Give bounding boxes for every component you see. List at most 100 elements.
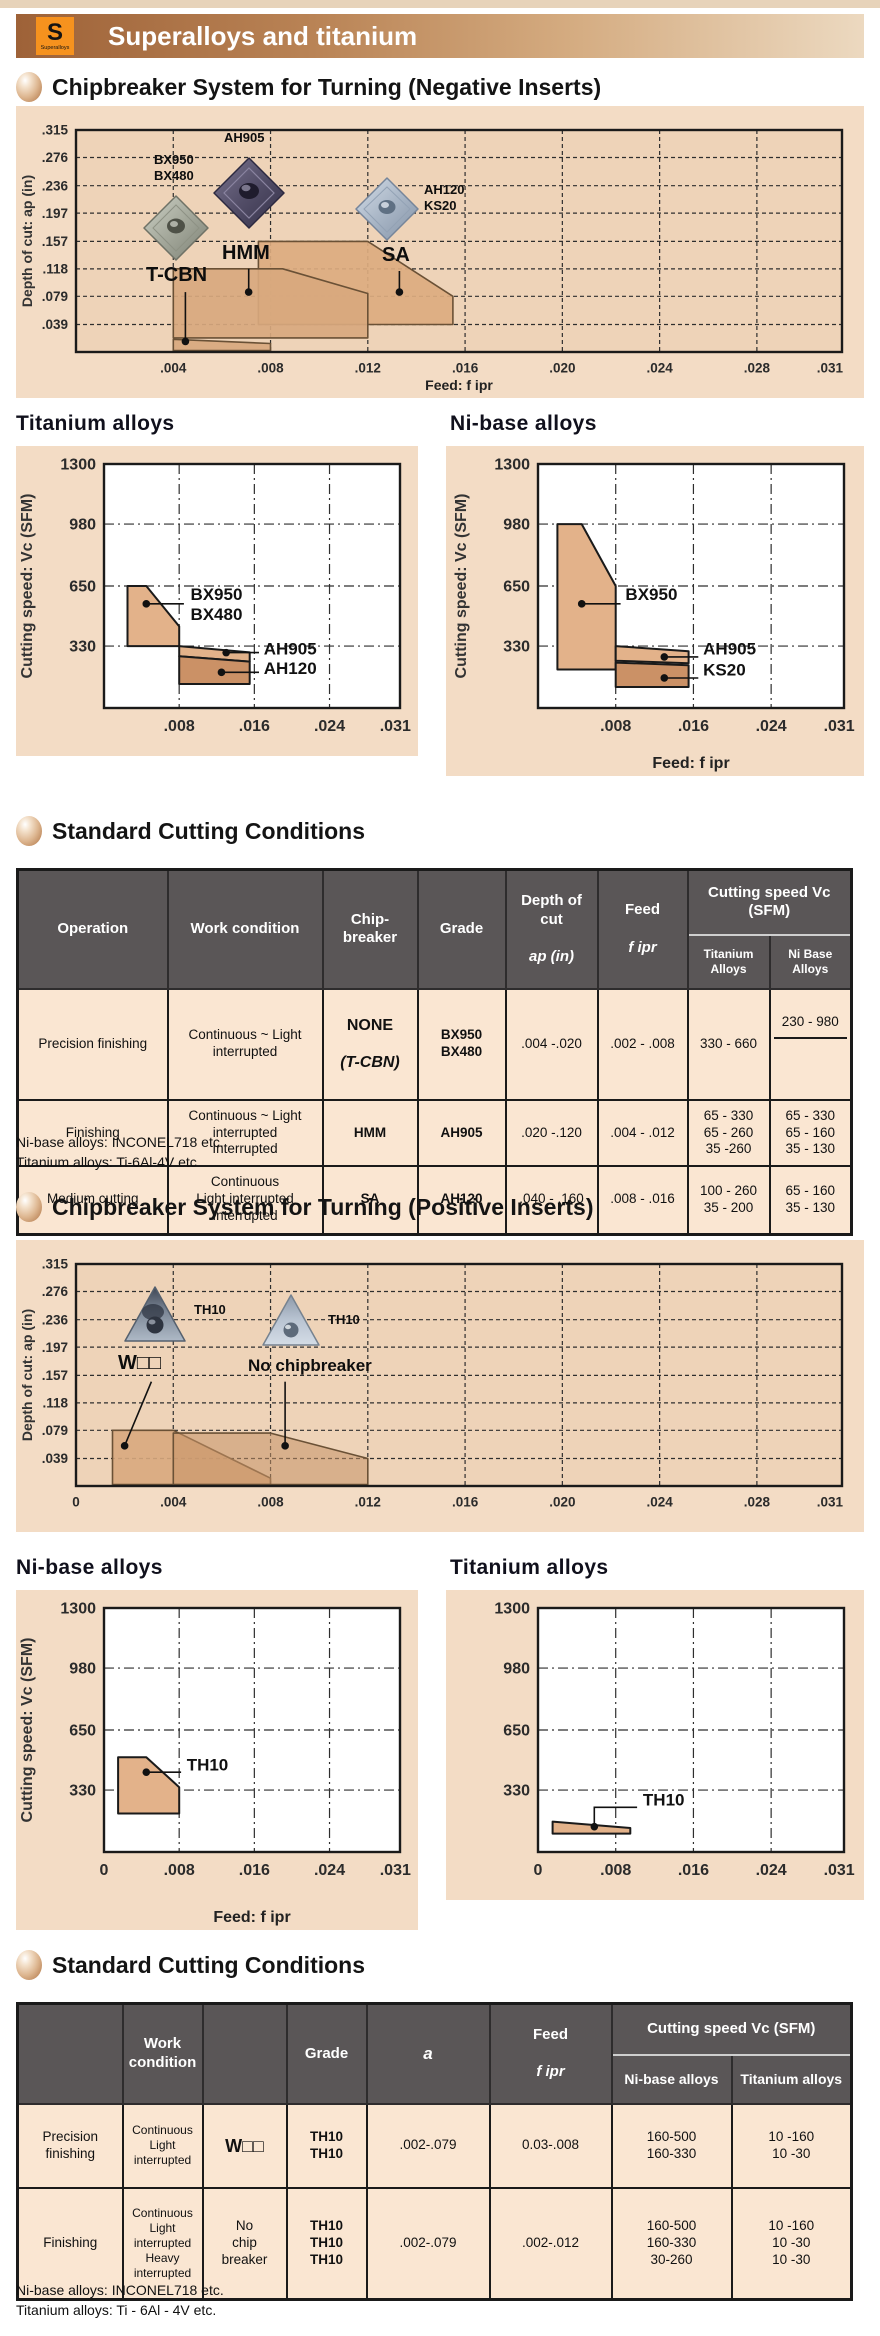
cell-operation: Precision finishing [16, 987, 169, 1101]
svg-text:.020: .020 [549, 1495, 575, 1510]
svg-text:.024: .024 [314, 718, 345, 735]
svg-text:.008: .008 [164, 1862, 195, 1879]
svg-text:Depth of cut: ap (in): Depth of cut: ap (in) [19, 175, 35, 307]
cell-depth: .004 -.020 [504, 987, 599, 1101]
nibase-positive-chart: 0 .008 .016 .024 .031 1300 980 650 330 TH10 Feed: … [19, 1601, 411, 1926]
svg-text:.008: .008 [257, 1495, 284, 1510]
chipbreaker-label-no-chipbreaker: No chipbreaker [248, 1356, 372, 1375]
page-title: Superalloys and titanium [108, 20, 418, 51]
insert-image-sa [354, 176, 420, 247]
cell-speed-titanium: 100 - 260 35 - 200 [686, 1165, 771, 1235]
logo-subtext: Superalloys [40, 44, 70, 51]
page-banner: S Superalloys Superalloys and titanium [16, 14, 864, 58]
svg-text:.016: .016 [239, 718, 270, 735]
col-header-grade: Grade [285, 2002, 368, 2105]
cell-chipbreaker: HMM [321, 1099, 419, 1167]
cutting-conditions-table-negative: Operation Work condition Chip- breaker G… [16, 868, 853, 1236]
negative-chart-panel: .004 .008 .012 .016 .020 .024 .028 .031 .315 .276… [16, 106, 864, 398]
svg-text:TH10: TH10 [643, 1790, 685, 1809]
col-header-nibase: Ni-base alloys [610, 2054, 733, 2105]
svg-text:.016: .016 [452, 1495, 479, 1510]
col-header-depth: Depth of cut ap (in) [504, 868, 599, 990]
cell-speed-nibase: 230 - 980 [768, 987, 853, 1101]
cell-feed: 0.03-.008 [488, 2102, 613, 2189]
col-header-grade: Grade [416, 868, 507, 990]
col-header-operation: Operation [16, 868, 169, 990]
titanium-negative-chart: .008 .016 .024 .031 1300 980 650 330 BX950 BX480 A… [19, 457, 411, 735]
col-header-a: a [365, 2002, 491, 2105]
svg-text:.197: .197 [42, 1340, 68, 1355]
svg-text:330: 330 [69, 1783, 96, 1800]
svg-text:.079: .079 [42, 289, 68, 304]
table-row: Medium cutting Continuous Light interrup… [16, 1165, 853, 1235]
table-header-row: Operation Work condition Chip- breaker G… [16, 868, 853, 990]
insert-image-hmm [212, 156, 286, 235]
svg-text:1300: 1300 [494, 1601, 530, 1618]
svg-text:1300: 1300 [60, 457, 96, 474]
svg-text:330: 330 [69, 639, 96, 656]
col-header-work-condition: Work condition [166, 868, 324, 990]
cell-a: .002-.079 [365, 2186, 491, 2301]
col-header-titanium: Titanium alloys [730, 2054, 853, 2105]
section-title: Standard Cutting Conditions [52, 1951, 366, 1978]
titanium-negative-panel: .008 .016 .024 .031 1300 980 650 330 BX950 BX480 A… [16, 446, 418, 756]
svg-text:650: 650 [503, 579, 530, 596]
section-title: Chipbreaker System for Turning (Negative… [52, 73, 602, 100]
svg-text:0: 0 [72, 1495, 80, 1510]
titanium-positive-chart: 0 .008 .016 .024 .031 1300 980 650 330 TH10 [494, 1601, 854, 1879]
superalloys-logo: S Superalloys [36, 17, 74, 55]
cell-chipbreaker: SA [321, 1165, 419, 1235]
cell-chipbreaker: No chip breaker [201, 2186, 288, 2301]
col-header-chipbreaker: Chip- breaker [321, 868, 419, 990]
cell-speed-nibase: 160-500 160-330 [610, 2102, 733, 2189]
logo-letter: S [46, 18, 63, 46]
svg-text:.004: .004 [160, 1495, 187, 1510]
cell-grade: TH10 TH10 [285, 2102, 368, 2189]
svg-text:0: 0 [100, 1862, 109, 1879]
chipbreaker-label-hmm: HMM [222, 242, 270, 264]
svg-text:Cutting speed: Vc (SFM): Cutting speed: Vc (SFM) [19, 1638, 36, 1823]
nibase-negative-panel: .008 .016 .024 .031 1300 980 650 330 BX950 AH905 K… [446, 446, 864, 776]
table-row: Precision finishing Continuous ~ Light i… [16, 987, 853, 1101]
positive-chart-panel: 0 .004 .008 .012 .016 .020 .024 .028 .031 .315 .27… [16, 1240, 864, 1532]
cell-operation: Precision finishing [16, 2102, 124, 2189]
svg-text:AH905: AH905 [703, 640, 756, 659]
svg-text:.276: .276 [42, 1284, 69, 1299]
cell-feed: .002-.012 [488, 2186, 613, 2301]
titanium-positive-panel: 0 .008 .016 .024 .031 1300 980 650 330 TH10 [446, 1590, 864, 1900]
cell-feed: .008 - .016 [596, 1165, 689, 1235]
section-positive-inserts-header: Chipbreaker System for Turning (Positive… [16, 1192, 593, 1222]
cell-grade: BX950 BX480 [416, 987, 507, 1101]
svg-text:Cutting speed: Vc (SFM): Cutting speed: Vc (SFM) [19, 494, 36, 679]
svg-text:1300: 1300 [494, 457, 530, 474]
table-subheader-row: Ni-base alloys Titanium alloys [18, 2054, 853, 2105]
cell-speed-titanium: 330 - 660 [686, 987, 771, 1101]
svg-text:Cutting speed: Vc (SFM): Cutting speed: Vc (SFM) [453, 494, 470, 679]
col-header-operation [16, 2002, 124, 2105]
svg-text:.276: .276 [42, 150, 69, 165]
cell-a: .002-.079 [365, 2102, 491, 2189]
svg-text:.236: .236 [42, 178, 69, 193]
table-subheader-row: Titanium Alloys Ni Base Alloys [18, 933, 853, 990]
svg-text:650: 650 [69, 579, 96, 596]
svg-text:980: 980 [69, 517, 96, 534]
chart-title-titanium-negative: Titanium alloys [16, 412, 175, 435]
cell-grade: AH120 [416, 1165, 507, 1235]
svg-text:980: 980 [69, 1661, 96, 1678]
cell-grade: TH10 TH10 TH10 [285, 2186, 368, 2301]
svg-text:.039: .039 [42, 317, 68, 332]
svg-text:330: 330 [503, 1783, 530, 1800]
cell-work-condition: Continuous Light interrupted [121, 2102, 204, 2189]
grade-label-ah905: AH905 [224, 130, 265, 145]
col-header-work-condition: Work condition [121, 2002, 204, 2105]
grade-label-th10-w: TH10 [194, 1302, 226, 1317]
cell-speed-titanium: 10 -160 10 -30 10 -30 [730, 2186, 853, 2301]
svg-text:.024: .024 [314, 1862, 345, 1879]
grade-label-ah120-ks20: AH120 KS20 [424, 182, 465, 213]
svg-text:.024: .024 [646, 361, 673, 376]
svg-text:.118: .118 [42, 262, 68, 277]
nibase-positive-panel: 0 .008 .016 .024 .031 1300 980 650 330 TH10 Feed: … [16, 1590, 418, 1930]
cell-work-condition: Continuous Light interrupted Heavy inter… [121, 2186, 204, 2301]
nibase-negative-chart: .008 .016 .024 .031 1300 980 650 330 BX950 AH905 K… [453, 457, 855, 772]
